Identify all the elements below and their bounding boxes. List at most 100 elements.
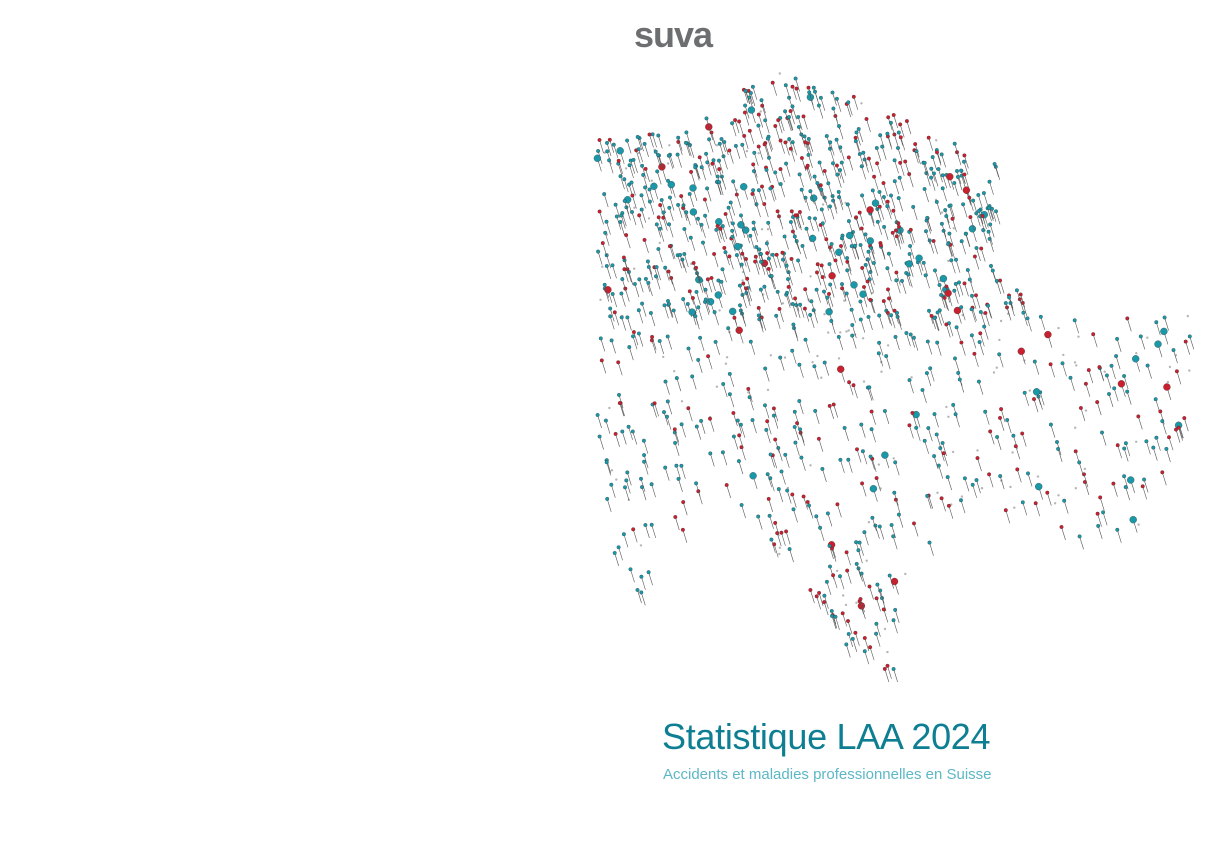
pin-stem	[614, 312, 620, 326]
pin-stem	[678, 478, 683, 492]
pin-head	[783, 140, 788, 145]
pin-head	[612, 310, 617, 315]
pin-stem	[890, 122, 896, 136]
pin-head	[728, 200, 733, 205]
pin-head	[756, 313, 761, 318]
pin-head	[1022, 390, 1027, 395]
pin-stem	[878, 353, 884, 367]
pin-stem	[846, 570, 852, 584]
pin-stem	[780, 140, 785, 154]
pin-head	[1032, 359, 1037, 364]
pin-stem	[828, 293, 834, 307]
dot	[865, 559, 868, 562]
pin-head	[852, 243, 857, 248]
pin-head	[662, 303, 667, 308]
pin-head	[641, 438, 646, 443]
pin-stem	[663, 212, 668, 226]
pin-stem	[928, 495, 933, 509]
pin-head	[846, 155, 851, 160]
pin-head	[955, 169, 959, 173]
pin-stem	[731, 238, 736, 252]
pin-head	[1048, 362, 1053, 367]
pin-stem	[1146, 441, 1151, 455]
pin-stem	[984, 411, 990, 425]
pin-stem	[780, 184, 785, 198]
pin-stem	[833, 404, 838, 418]
pin-head	[1095, 400, 1100, 405]
pin-head	[987, 179, 992, 184]
pin-head	[864, 117, 869, 121]
pin-head	[974, 478, 979, 483]
pin-stem	[734, 120, 740, 134]
pin-stem	[964, 283, 969, 297]
pin-head	[597, 434, 602, 439]
pin-stem	[936, 342, 942, 356]
pin-head	[748, 91, 753, 95]
pin-head	[1033, 501, 1038, 506]
pin-head	[866, 314, 871, 319]
dot	[821, 203, 825, 206]
pin-head	[745, 276, 750, 281]
pin-head	[724, 483, 729, 487]
pin-stem	[865, 264, 870, 278]
pin-stem	[682, 207, 688, 222]
pin-head	[1048, 422, 1053, 427]
pin-head	[1107, 392, 1111, 396]
pin-stem	[738, 121, 744, 135]
pin-stem	[908, 174, 914, 188]
pin-head	[710, 161, 715, 166]
pin-stem	[750, 235, 755, 249]
pin-stem	[778, 489, 784, 503]
pin-stem	[896, 280, 901, 294]
pin-stem	[603, 194, 609, 208]
pin-stem	[637, 136, 642, 150]
pin-head	[1073, 449, 1078, 454]
pin-stem	[792, 86, 797, 100]
pin-stem	[1017, 469, 1022, 483]
pin-head	[1117, 380, 1126, 388]
pin-stem	[987, 208, 992, 222]
pin-head	[990, 268, 995, 273]
pin-head	[665, 334, 670, 339]
pin-head	[666, 153, 671, 158]
pin-stem	[1083, 474, 1089, 488]
pin-stem	[622, 431, 627, 445]
pin-stem	[989, 431, 995, 445]
pin-stem	[938, 169, 943, 183]
pin-head	[645, 259, 650, 264]
pin-head	[1035, 482, 1043, 491]
pin-head	[1086, 368, 1091, 373]
pin-head	[1125, 389, 1130, 394]
pin-head	[898, 122, 903, 127]
pin-stem	[955, 414, 960, 428]
pin-head	[830, 194, 835, 199]
pin-stem	[712, 163, 717, 177]
pin-stem	[805, 339, 810, 353]
pin-head	[945, 475, 950, 480]
pin-head	[927, 308, 931, 313]
pin-head	[941, 451, 946, 456]
pin-head	[784, 263, 789, 268]
pin-head	[787, 137, 792, 142]
pin-stem	[959, 379, 965, 393]
pin-head	[694, 481, 699, 486]
pin-head	[686, 406, 691, 411]
pin-head	[860, 265, 865, 270]
pin-stem	[733, 436, 739, 450]
pin-stem	[1005, 510, 1011, 524]
pin-stem	[720, 228, 725, 242]
pin-stem	[896, 312, 902, 326]
pin-stem	[606, 151, 612, 165]
pin-head	[605, 496, 610, 501]
pin-stem	[875, 525, 880, 539]
pin-stem	[897, 147, 903, 162]
pin-head	[776, 487, 781, 492]
pin-stem	[700, 420, 706, 434]
pin-stem	[799, 304, 805, 318]
pin-stem	[616, 216, 622, 230]
pin-head	[678, 252, 683, 257]
pin-stem	[974, 353, 979, 367]
pin-head	[974, 246, 979, 250]
pin-stem	[943, 230, 948, 244]
pin-stem	[869, 299, 875, 313]
